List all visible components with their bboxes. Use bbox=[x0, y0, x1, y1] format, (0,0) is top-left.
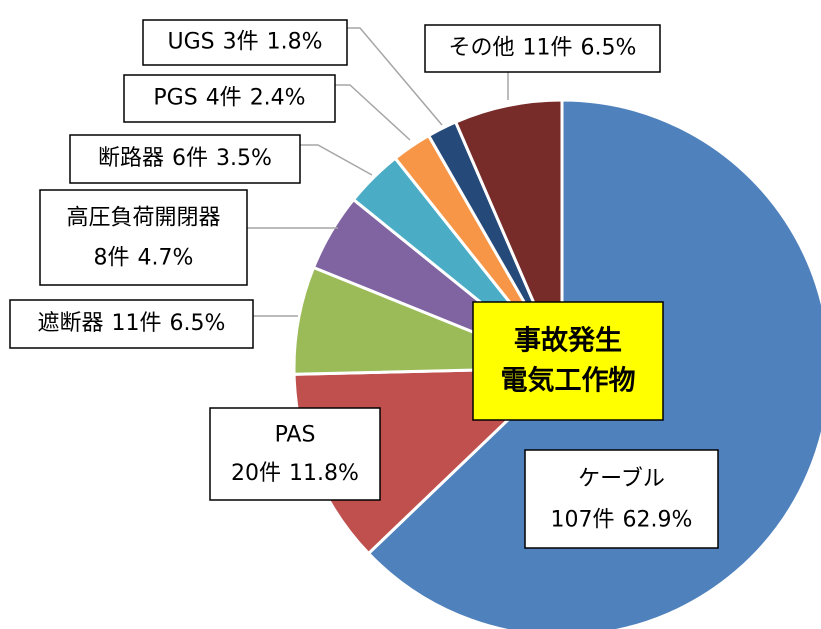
category-label: 断路器 bbox=[98, 146, 164, 171]
leader-line bbox=[347, 27, 443, 126]
data-label: 107件 62.9% bbox=[551, 508, 693, 533]
data-label: 20件 11.8% bbox=[231, 461, 359, 486]
label-box bbox=[142, 19, 348, 66]
center-label: 電気工作物 bbox=[501, 365, 636, 397]
leader-line bbox=[335, 84, 411, 141]
label-box bbox=[123, 74, 336, 123]
count-label: 8件 bbox=[94, 245, 130, 270]
count-label: 6件 bbox=[172, 146, 208, 171]
data-label: その他 11件 6.5% bbox=[449, 36, 637, 61]
label-box bbox=[209, 407, 381, 501]
labels: ケーブル 107件 62.9% PAS 20件 11.8% 遮断器 11件 6.5% 高圧負荷開閉… bbox=[9, 19, 719, 549]
count-label: 107件 bbox=[551, 508, 615, 533]
value-label: 62.9% bbox=[623, 508, 693, 533]
label-box bbox=[424, 24, 661, 73]
category-label: PAS bbox=[275, 423, 316, 448]
value-label: 1.8% bbox=[267, 30, 323, 55]
value-label: 6.5% bbox=[581, 36, 637, 61]
count-label: 11件 bbox=[523, 36, 573, 61]
label-box bbox=[524, 449, 719, 549]
category-label: PGS bbox=[153, 86, 197, 111]
data-label: UGS 3件 1.8% bbox=[167, 30, 322, 55]
data-label: 断路器 6件 3.5% bbox=[98, 146, 272, 171]
label-box bbox=[9, 299, 254, 349]
category-label: 高圧負荷開閉器 bbox=[66, 206, 220, 231]
count-label: 20件 bbox=[231, 461, 281, 486]
category-label: ケーブル bbox=[578, 466, 665, 491]
data-label: 8件 4.7% bbox=[94, 245, 194, 270]
value-label: 2.4% bbox=[250, 86, 306, 111]
label-box bbox=[39, 189, 248, 286]
value-label: 3.5% bbox=[216, 146, 272, 171]
category-label: UGS bbox=[167, 30, 214, 55]
category-label: その他 bbox=[449, 36, 515, 61]
center-label: 事故発生 bbox=[514, 326, 622, 357]
wedge bbox=[453, 98, 564, 369]
label-box bbox=[69, 134, 301, 184]
count-label: 11件 bbox=[112, 311, 162, 336]
value-label: 11.8% bbox=[289, 461, 359, 486]
category-label: 遮断器 bbox=[38, 311, 104, 336]
count-label: 3件 bbox=[223, 30, 259, 55]
leader-line bbox=[300, 144, 373, 176]
data-label: PGS 4件 2.4% bbox=[153, 86, 305, 111]
data-label: 遮断器 11件 6.5% bbox=[38, 311, 226, 336]
value-label: 4.7% bbox=[138, 245, 194, 270]
count-label: 4件 bbox=[206, 86, 242, 111]
value-label: 6.5% bbox=[170, 311, 226, 336]
center-box bbox=[472, 301, 664, 421]
